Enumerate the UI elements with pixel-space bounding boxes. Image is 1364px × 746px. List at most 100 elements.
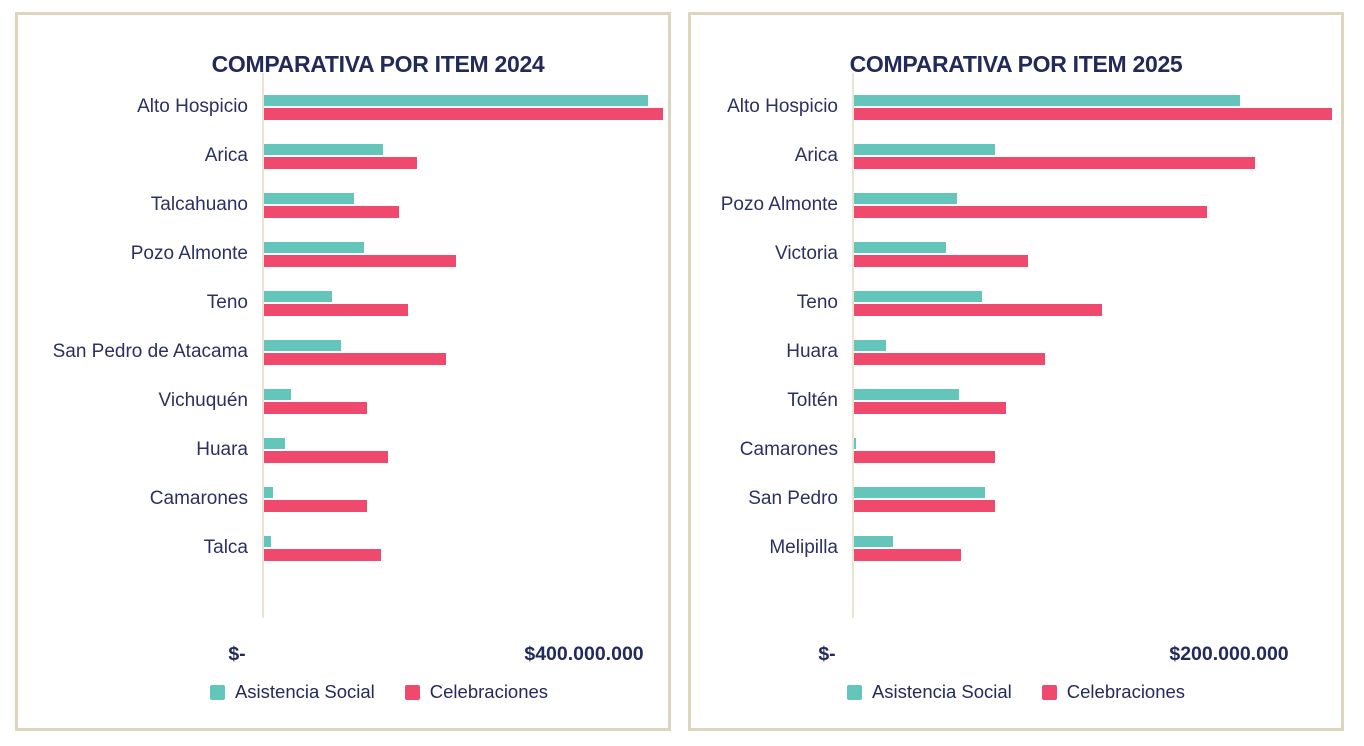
category-label: Talca <box>203 537 248 559</box>
x-axis: $- $200.000.000 <box>691 643 1341 667</box>
bar-celebraciones <box>264 500 368 512</box>
category-label: Pozo Almonte <box>720 194 838 216</box>
category-row: Talca <box>18 524 665 573</box>
category-label: Teno <box>796 292 838 314</box>
category-row: Victoria <box>691 230 1338 279</box>
bar-celebraciones <box>264 255 456 267</box>
bar-group <box>264 536 381 561</box>
x-tick-zero: $- <box>228 643 246 665</box>
bar-asistencia-social <box>264 389 292 400</box>
value-axis-line <box>262 73 264 618</box>
category-row: Huara <box>691 328 1338 377</box>
category-label: Camarones <box>739 439 838 461</box>
bar-asistencia-social <box>264 144 384 155</box>
bar-group <box>854 144 1256 169</box>
bar-group <box>854 291 1102 316</box>
category-row: Talcahuano <box>18 181 665 230</box>
bar-asistencia-social <box>854 536 894 547</box>
legend-item-celebraciones: Celebraciones <box>404 681 549 703</box>
bar-group <box>854 193 1207 218</box>
bar-asistencia-social <box>264 95 648 106</box>
legend: Asistencia Social Celebraciones <box>691 681 1341 703</box>
legend-item-asistencia-social: Asistencia Social <box>846 681 1012 703</box>
chart-panel-2025: COMPARATIVA POR ITEM 2025 Alto Hospicio A… <box>688 12 1344 731</box>
category-row: Pozo Almonte <box>691 181 1338 230</box>
bar-celebraciones <box>854 304 1102 316</box>
x-axis: $- $400.000.000 <box>18 643 668 667</box>
bar-celebraciones <box>854 206 1207 218</box>
category-row: Alto Hospicio <box>18 83 665 132</box>
bar-celebraciones <box>264 451 388 463</box>
bar-celebraciones <box>264 353 447 365</box>
bar-asistencia-social <box>264 438 285 449</box>
bar-celebraciones <box>854 500 995 512</box>
category-label: Arica <box>794 145 838 167</box>
bar-celebraciones <box>854 402 1006 414</box>
category-label: Pozo Almonte <box>130 243 248 265</box>
bar-asistencia-social <box>854 487 986 498</box>
category-row: Alto Hospicio <box>691 83 1338 132</box>
category-row: Camarones <box>18 475 665 524</box>
bar-asistencia-social <box>264 193 355 204</box>
chart-panel-2024: COMPARATIVA POR ITEM 2024 Alto Hospicio A… <box>15 12 671 731</box>
bar-group <box>854 438 995 463</box>
bar-group <box>854 389 1006 414</box>
category-label: Huara <box>786 341 838 363</box>
category-label: Alto Hospicio <box>137 96 248 118</box>
bar-asistencia-social <box>854 193 958 204</box>
bar-group <box>264 389 368 414</box>
category-row: Melipilla <box>691 524 1338 573</box>
category-row: Teno <box>691 279 1338 328</box>
bar-asistencia-social <box>854 242 946 253</box>
legend-swatch-asistencia-social <box>846 684 862 700</box>
legend-swatch-celebraciones <box>1041 684 1057 700</box>
category-row: Huara <box>18 426 665 475</box>
x-tick-max: $200.000.000 <box>1169 643 1289 665</box>
legend-swatch-celebraciones <box>404 684 420 700</box>
legend-label-celebraciones: Celebraciones <box>1066 681 1186 702</box>
category-row: Vichuquén <box>18 377 665 426</box>
legend-swatch-asistencia-social <box>209 684 225 700</box>
bar-celebraciones <box>264 108 664 120</box>
bar-asistencia-social <box>854 291 982 302</box>
bar-group <box>854 487 995 512</box>
bar-group <box>264 291 408 316</box>
bar-group <box>264 144 417 169</box>
bar-group <box>264 95 664 120</box>
category-row: Toltén <box>691 377 1338 426</box>
category-label: San Pedro de Atacama <box>52 341 248 363</box>
bar-group <box>264 438 388 463</box>
bar-group <box>264 242 456 267</box>
x-tick-max: $400.000.000 <box>524 643 644 665</box>
bar-celebraciones <box>854 108 1333 120</box>
x-tick-zero: $- <box>818 643 836 665</box>
category-label: Toltén <box>787 390 838 412</box>
legend-item-celebraciones: Celebraciones <box>1041 681 1186 703</box>
bar-asistencia-social <box>264 487 273 498</box>
bar-celebraciones <box>264 304 408 316</box>
bar-asistencia-social <box>854 340 886 351</box>
bar-asistencia-social <box>854 438 856 449</box>
category-row: San Pedro de Atacama <box>18 328 665 377</box>
bar-asistencia-social <box>854 389 959 400</box>
bar-asistencia-social <box>854 144 995 155</box>
legend-label-asistencia-social: Asistencia Social <box>234 681 375 702</box>
legend-label-asistencia-social: Asistencia Social <box>871 681 1012 702</box>
legend-label-celebraciones: Celebraciones <box>429 681 549 702</box>
bar-group <box>854 242 1029 267</box>
bar-group <box>854 340 1046 365</box>
bar-group <box>854 536 961 561</box>
value-axis-line <box>852 73 854 618</box>
bars-region: Alto Hospicio Arica Talcahuano Pozo Almonte… <box>18 83 665 573</box>
bars-region: Alto Hospicio Arica Pozo Almonte Victoria Te… <box>691 83 1338 573</box>
category-label: Teno <box>206 292 248 314</box>
category-label: San Pedro <box>748 488 838 510</box>
bar-celebraciones <box>264 402 368 414</box>
bar-asistencia-social <box>264 242 364 253</box>
bar-celebraciones <box>854 451 995 463</box>
bar-asistencia-social <box>264 291 332 302</box>
bar-asistencia-social <box>264 340 341 351</box>
category-row: Pozo Almonte <box>18 230 665 279</box>
chart-title-2025: COMPARATIVA POR ITEM 2025 <box>849 51 1183 78</box>
